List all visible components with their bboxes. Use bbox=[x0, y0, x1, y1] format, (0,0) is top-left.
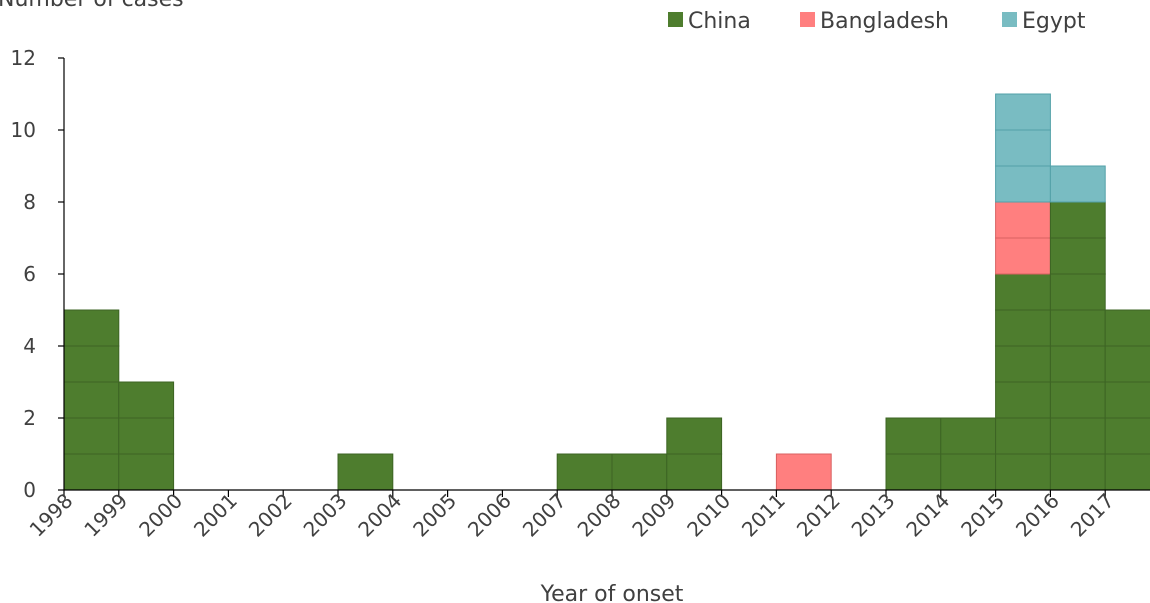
x-tick-label-2010: 2010 bbox=[682, 489, 735, 542]
bar-cell-bangladesh-2011 bbox=[775, 453, 832, 491]
bar-cell-egypt-2016 bbox=[1049, 165, 1106, 203]
bar-cell-china-2008 bbox=[611, 453, 668, 491]
bar-cell-china-2016 bbox=[1049, 309, 1106, 347]
bar-cell-egypt-2015 bbox=[995, 93, 1051, 131]
bar-cell-china-2015 bbox=[995, 417, 1051, 455]
legend-label-egypt: Egypt bbox=[1022, 9, 1086, 34]
y-tick-label-0: 0 bbox=[23, 478, 36, 502]
bar-cell-china-2016 bbox=[1049, 201, 1106, 239]
bar-cell-china-2015 bbox=[995, 273, 1051, 311]
bar-cell-china-2003 bbox=[337, 453, 394, 491]
x-tick-label-2007: 2007 bbox=[518, 489, 571, 542]
legend-swatch-china bbox=[668, 12, 683, 27]
bar-cell-china-1998 bbox=[63, 453, 120, 491]
x-tick-label-2003: 2003 bbox=[299, 489, 352, 542]
bar-cell-china-2016 bbox=[1049, 381, 1106, 419]
x-tick-label-2016: 2016 bbox=[1011, 489, 1064, 542]
y-tick-label-6: 6 bbox=[23, 262, 36, 286]
bar-cell-china-2013 bbox=[885, 453, 942, 491]
bar-cell-egypt-2015 bbox=[995, 165, 1051, 203]
bar-cell-china-2014 bbox=[940, 417, 997, 455]
x-tick-label-2008: 2008 bbox=[573, 489, 626, 542]
bar-cell-china-1998 bbox=[63, 381, 120, 419]
bar-cell-china-1998 bbox=[63, 345, 120, 383]
x-tick-label-2017: 2017 bbox=[1066, 489, 1119, 542]
x-axis-title: Year of onset bbox=[540, 582, 684, 603]
x-tick-label-2009: 2009 bbox=[627, 489, 680, 542]
x-tick-label-2005: 2005 bbox=[408, 489, 461, 542]
y-tick-label-2: 2 bbox=[23, 406, 36, 430]
x-tick-label-2001: 2001 bbox=[189, 489, 242, 542]
y-tick-label-8: 8 bbox=[23, 190, 36, 214]
bar-cell-china-2017 bbox=[1104, 345, 1150, 383]
bar-cell-bangladesh-2015 bbox=[995, 201, 1051, 239]
bar-cell-china-2017 bbox=[1104, 417, 1150, 455]
bar-cell-china-2015 bbox=[995, 381, 1051, 419]
x-tick-label-1999: 1999 bbox=[79, 489, 132, 542]
bar-cell-china-2015 bbox=[995, 309, 1051, 347]
bar-cell-china-1999 bbox=[118, 453, 175, 491]
bar-cell-china-2017 bbox=[1104, 453, 1150, 491]
legend-swatch-egypt bbox=[1002, 12, 1017, 27]
bar-cell-china-2015 bbox=[995, 453, 1051, 491]
bar-cell-bangladesh-2015 bbox=[995, 237, 1051, 275]
x-tick-label-2015: 2015 bbox=[956, 489, 1009, 542]
bars-layer bbox=[63, 93, 1150, 491]
y-axis-title: Number of cases bbox=[0, 0, 184, 12]
bar-cell-china-2007 bbox=[556, 453, 613, 491]
x-tick-label-2011: 2011 bbox=[737, 489, 790, 542]
bar-cell-china-1998 bbox=[63, 417, 120, 455]
x-axis: 1998 1999 2000 2001 2002 2003 2004 2005 2006 2007… bbox=[25, 489, 1150, 542]
bar-cell-china-1998 bbox=[63, 309, 120, 347]
legend: China Bangladesh Egypt bbox=[668, 9, 1086, 34]
x-tick-label-2012: 2012 bbox=[792, 489, 845, 542]
bar-cell-china-2009 bbox=[666, 417, 723, 455]
bar-cell-egypt-2015 bbox=[995, 129, 1051, 167]
bar-cell-china-2015 bbox=[995, 345, 1051, 383]
x-tick-label-2013: 2013 bbox=[847, 489, 900, 542]
bar-cell-china-2016 bbox=[1049, 453, 1106, 491]
bar-cell-china-2009 bbox=[666, 453, 723, 491]
legend-swatch-bangladesh bbox=[800, 12, 815, 27]
bar-cell-china-2017 bbox=[1104, 309, 1150, 347]
y-axis: 0 2 4 6 8 10 12 bbox=[11, 46, 65, 502]
bar-cell-china-2017 bbox=[1104, 381, 1150, 419]
x-tick-label-2006: 2006 bbox=[463, 489, 516, 542]
legend-label-china: China bbox=[688, 9, 751, 34]
x-tick-label-2002: 2002 bbox=[244, 489, 297, 542]
y-tick-label-4: 4 bbox=[23, 334, 36, 358]
x-tick-label-2004: 2004 bbox=[353, 489, 406, 542]
bar-cell-china-2014 bbox=[940, 453, 997, 491]
bar-cell-china-1999 bbox=[118, 381, 175, 419]
bar-cell-china-2016 bbox=[1049, 345, 1106, 383]
x-tick-label-2000: 2000 bbox=[134, 489, 187, 542]
bar-cell-china-2013 bbox=[885, 417, 942, 455]
bar-cell-china-2016 bbox=[1049, 237, 1106, 275]
y-tick-label-12: 12 bbox=[11, 46, 36, 70]
y-tick-label-10: 10 bbox=[11, 118, 36, 142]
bar-cell-china-2016 bbox=[1049, 417, 1106, 455]
bar-cell-china-2016 bbox=[1049, 273, 1106, 311]
x-tick-label-2014: 2014 bbox=[901, 489, 954, 542]
legend-label-bangladesh: Bangladesh bbox=[820, 9, 949, 34]
bar-cell-china-1999 bbox=[118, 417, 175, 455]
